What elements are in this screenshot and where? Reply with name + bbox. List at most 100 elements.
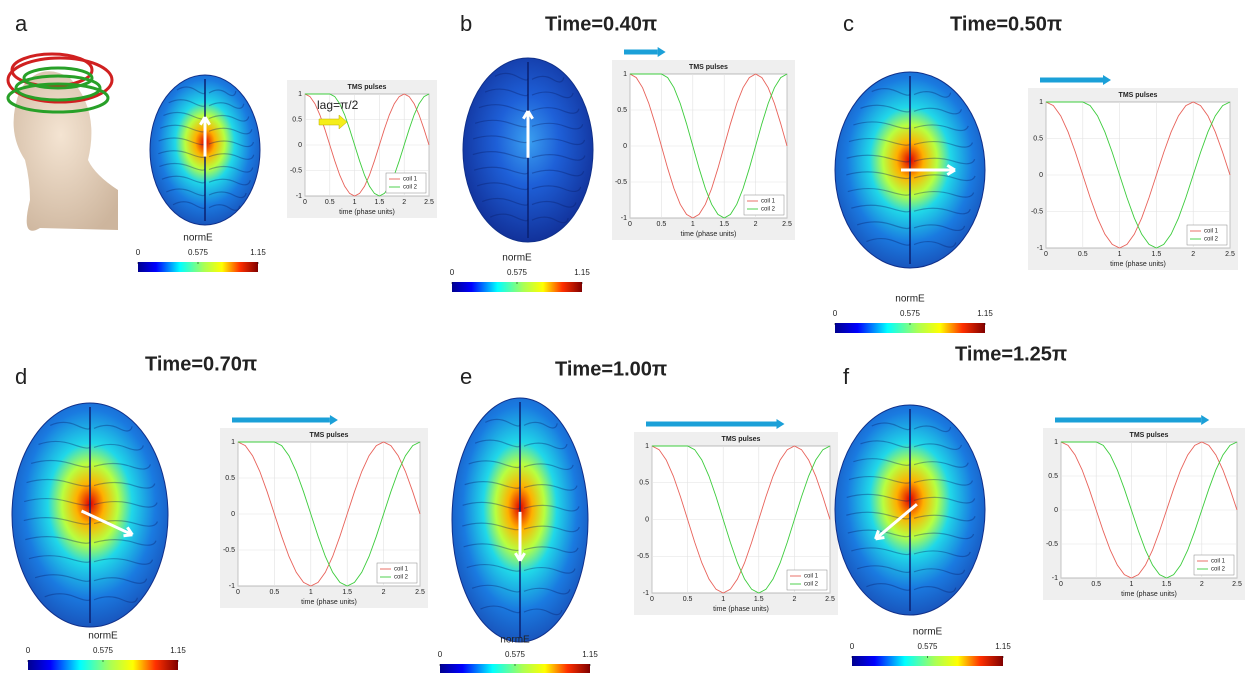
colorbar-label: normE: [500, 635, 530, 646]
colorbar-label: normE: [895, 294, 925, 305]
progress-arrow-head: [1201, 415, 1209, 425]
panel-label: a: [15, 11, 28, 36]
legend-label: coil 1: [804, 574, 819, 580]
colorbar-label: normE: [502, 253, 532, 264]
colorbar-tick-label: 0.575: [507, 268, 528, 277]
plot-title: TMS pulses: [722, 436, 761, 443]
legend-label: coil 1: [1204, 229, 1219, 235]
x-tick-label: 0.5: [657, 221, 667, 228]
colorbar-label: normE: [183, 233, 213, 244]
x-tick-label: 0.5: [270, 589, 280, 596]
brain: [12, 403, 168, 627]
panel-label: d: [15, 364, 27, 389]
x-axis-label: time (phase units): [1110, 261, 1166, 268]
x-tick-label: 0: [628, 221, 632, 228]
x-tick-label: 2: [792, 596, 796, 603]
x-tick-label: 2: [382, 589, 386, 596]
colorbar-tick-label: 0: [26, 646, 31, 655]
legend-label: coil 2: [1204, 237, 1219, 243]
y-tick-label: -0.5: [1046, 541, 1058, 548]
brain: [835, 405, 985, 615]
x-axis-label: time (phase units): [301, 599, 357, 606]
y-tick-label: 0: [623, 143, 627, 150]
colorbar-tick-label: 0.575: [900, 309, 921, 318]
plot-title: TMS pulses: [310, 432, 349, 439]
y-tick-label: -1: [643, 590, 649, 597]
colorbar-tick-label: 0: [833, 309, 838, 318]
x-tick-label: 2: [402, 199, 406, 206]
panel-title: Time=1.25π: [955, 343, 1067, 365]
colorbar-tick-label: 1.15: [250, 248, 266, 257]
legend-label: coil 2: [804, 582, 819, 588]
colorbar-tick-label: 0: [136, 248, 141, 257]
panel-label: e: [460, 364, 472, 389]
x-tick-label: 2: [1191, 251, 1195, 258]
colorbar-tick-label: 1.15: [977, 309, 993, 318]
brain: [463, 58, 593, 242]
colorbar-label: normE: [88, 631, 118, 642]
x-tick-label: 1: [721, 596, 725, 603]
legend-label: coil 2: [761, 207, 776, 213]
x-axis-label: time (phase units): [339, 209, 395, 216]
panel-label: f: [843, 364, 850, 389]
y-tick-label: -0.5: [637, 553, 649, 560]
progress-arrow-head: [658, 47, 666, 57]
x-tick-label: 0.5: [1091, 581, 1101, 588]
panel-label: b: [460, 11, 472, 36]
y-tick-label: -0.5: [1031, 208, 1043, 215]
plot-title: TMS pulses: [348, 84, 387, 91]
colorbar-tick-label: 1.15: [582, 650, 598, 659]
x-tick-label: 0: [303, 199, 307, 206]
y-tick-label: 1: [645, 443, 649, 450]
y-tick-label: 0: [645, 516, 649, 523]
progress-arrow-head: [1103, 75, 1111, 85]
y-tick-label: 0.5: [292, 116, 302, 123]
x-tick-label: 2.5: [424, 199, 434, 206]
panel-title: Time=1.00π: [555, 358, 667, 380]
y-tick-label: 1: [623, 71, 627, 78]
x-tick-label: 2.5: [782, 221, 792, 228]
panel-label: c: [843, 11, 854, 36]
figure: a normE 0 0.575 1.15 TMS pulses time (phase un…: [0, 0, 1248, 673]
x-tick-label: 0: [1059, 581, 1063, 588]
colorbar-tick-label: 0.575: [917, 642, 938, 651]
colorbar-tick-label: 0.575: [93, 646, 114, 655]
brain: [150, 75, 260, 225]
colorbar-tick-label: 0: [438, 650, 443, 659]
y-tick-label: 0: [1039, 172, 1043, 179]
x-tick-label: 1.5: [375, 199, 385, 206]
x-tick-label: 0.5: [683, 596, 693, 603]
brain: [452, 398, 588, 642]
x-tick-label: 1.5: [754, 596, 764, 603]
x-axis-label: time (phase units): [1121, 591, 1177, 598]
x-tick-label: 1.5: [1162, 581, 1172, 588]
annotation: lag=π/2: [317, 98, 359, 112]
y-tick-label: 0: [298, 142, 302, 149]
colorbar-tick-label: 1.15: [995, 642, 1011, 651]
x-tick-label: 1: [309, 589, 313, 596]
y-tick-label: -1: [621, 215, 627, 222]
x-tick-label: 1.5: [719, 221, 729, 228]
y-tick-label: 0.5: [639, 480, 649, 487]
x-tick-label: 2.5: [1232, 581, 1242, 588]
legend-label: coil 1: [761, 199, 776, 205]
y-tick-label: 0: [231, 511, 235, 518]
x-tick-label: 2.5: [825, 596, 835, 603]
panels: a normE 0 0.575 1.15 TMS pulses time (phase un…: [12, 11, 1245, 673]
y-tick-label: -0.5: [290, 167, 302, 174]
x-tick-label: 1: [1129, 581, 1133, 588]
x-tick-label: 0.5: [325, 199, 335, 206]
x-tick-label: 2: [754, 221, 758, 228]
colorbar-tick-label: 1.15: [170, 646, 186, 655]
colorbar-tick-label: 0: [450, 268, 455, 277]
legend-label: coil 2: [403, 185, 418, 191]
colorbar-tick-label: 0.575: [188, 248, 209, 257]
x-tick-label: 0.5: [1078, 251, 1088, 258]
legend-label: coil 1: [394, 567, 409, 573]
x-tick-label: 2: [1200, 581, 1204, 588]
colorbar-tick-label: 0: [850, 642, 855, 651]
y-tick-label: -1: [1052, 575, 1058, 582]
x-tick-label: 0: [650, 596, 654, 603]
progress-arrow-head: [777, 419, 785, 429]
panel-title: Time=0.70π: [145, 353, 257, 375]
